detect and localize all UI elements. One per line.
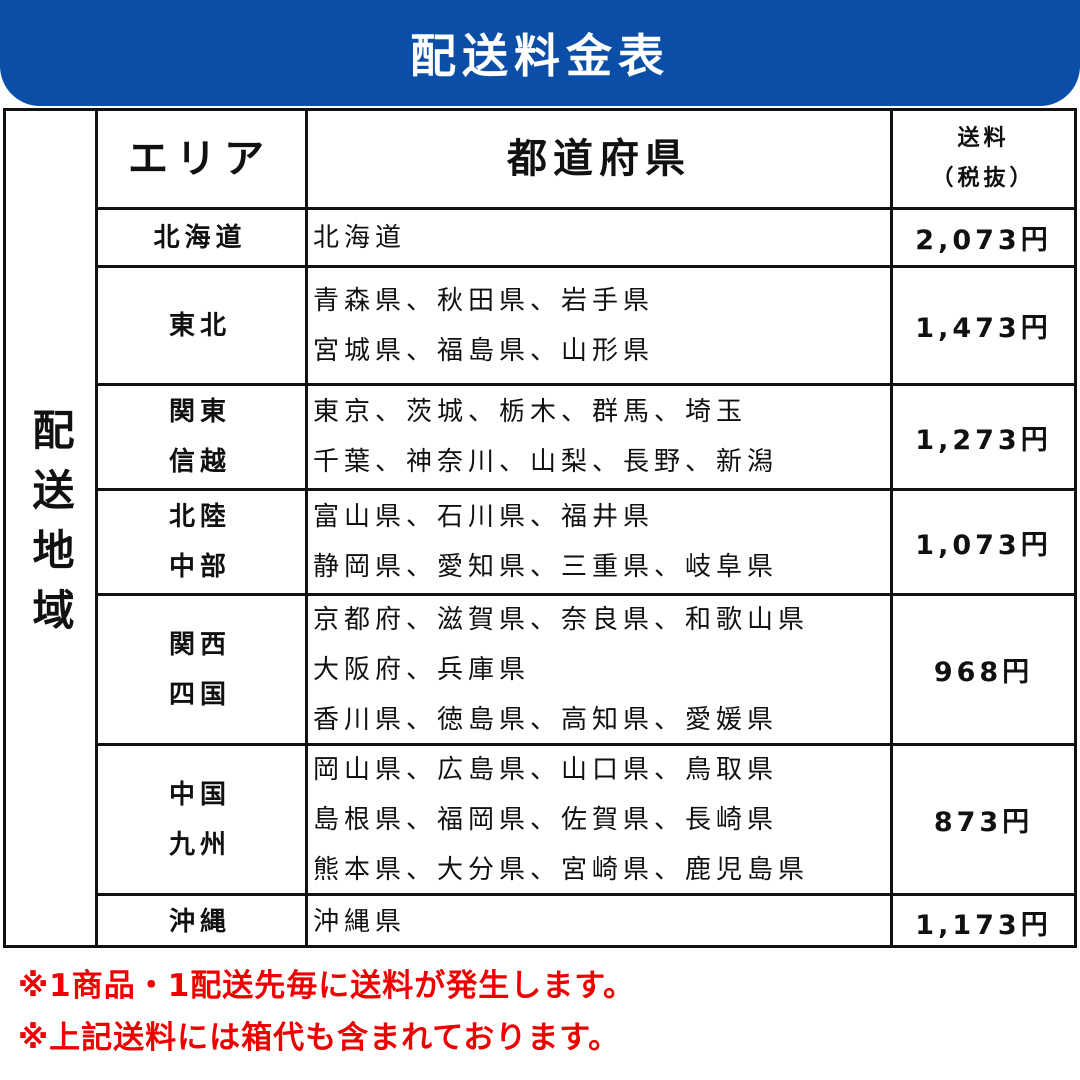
header-fee: 送料 （税抜） bbox=[893, 111, 1074, 207]
prefectures-cell: 富山県、石川県、福井県静岡県、愛知県、三重県、岐阜県 bbox=[308, 491, 893, 593]
header-fee-line1: 送料 bbox=[957, 126, 1010, 151]
prefecture-line: 沖縄県 bbox=[313, 907, 407, 937]
prefecture-line: 香川県、徳島県、高知県、愛媛県 bbox=[313, 704, 779, 735]
note-2: ※上記送料には箱代も含まれております。 bbox=[18, 1020, 621, 1056]
table-row: 東北 青森県、秋田県、岩手県 宮城県、福島県、山形県 1,473円 bbox=[95, 268, 1074, 386]
prefectures-cell: 京都府、滋賀県、奈良県、和歌山県 大阪府、兵庫県香川県、徳島県、高知県、愛媛県 bbox=[308, 596, 893, 743]
area-label: 中国 bbox=[168, 779, 231, 810]
area-cell: 東北 bbox=[95, 268, 308, 383]
area-label: 九州 bbox=[168, 829, 231, 860]
fee-cell: 1,473円 bbox=[893, 268, 1074, 383]
area-cell: 北海道 bbox=[95, 210, 308, 265]
area-label: 四国 bbox=[168, 679, 231, 710]
area-label: 北海道 bbox=[153, 222, 247, 253]
prefectures-cell: 東京、茨城、栃木、群馬、埼玉千葉、神奈川、山梨、長野、新潟 bbox=[308, 386, 893, 488]
area-cell: 中国 九州 bbox=[95, 746, 308, 893]
side-label-cell: 配送地域 bbox=[6, 111, 98, 945]
page-title: 配送料金表 bbox=[410, 29, 670, 83]
title-banner: 配送料金表 bbox=[0, 0, 1080, 106]
area-label: 関西 bbox=[168, 629, 231, 660]
header-fee-line2: （税抜） bbox=[931, 166, 1036, 191]
table-row: 北海道 北海道 2,073円 bbox=[95, 210, 1074, 268]
area-cell: 沖縄 bbox=[95, 896, 308, 948]
prefectures-cell: 北海道 bbox=[308, 210, 893, 265]
prefecture-line: 北海道 bbox=[313, 222, 407, 253]
table-row: 北陸 中部 富山県、石川県、福井県 静岡県、愛知県、三重県、岐阜県 1,073円 bbox=[95, 491, 1074, 596]
fee-cell: 1,173円 bbox=[893, 896, 1074, 948]
fee-cell: 968円 bbox=[893, 596, 1074, 743]
area-cell: 関西 四国 bbox=[95, 596, 308, 743]
fee-cell: 1,073円 bbox=[893, 491, 1074, 593]
prefecture-line: 宮城県、福島県、山形県 bbox=[313, 335, 655, 366]
prefecture-line: 千葉、神奈川、山梨、長野、新潟 bbox=[313, 447, 779, 477]
table-row: 関西 四国 京都府、滋賀県、奈良県、和歌山県 大阪府、兵庫県 香川県、徳島県、高知県、愛… bbox=[95, 596, 1074, 746]
side-label: 配送地域 bbox=[26, 408, 75, 648]
header-row: エリア 都道府県 送料 （税抜） bbox=[95, 111, 1074, 210]
fee-value: 1,173円 bbox=[915, 909, 1052, 941]
prefecture-line: 熊本県、大分県、宮崎県、鹿児島県 bbox=[313, 854, 810, 885]
fee-value: 968円 bbox=[933, 657, 1034, 688]
notes: ※1商品・1配送先毎に送料が発生します。 ※上記送料には箱代も含まれております。 bbox=[18, 960, 635, 1064]
fee-value: 1,073円 bbox=[915, 529, 1052, 561]
note-1: ※1商品・1配送先毎に送料が発生します。 bbox=[18, 968, 636, 1004]
header-prefectures: 都道府県 bbox=[308, 111, 893, 207]
area-label: 北陸 bbox=[168, 502, 231, 532]
prefectures-cell: 沖縄県 bbox=[308, 896, 893, 948]
area-cell: 北陸 中部 bbox=[95, 491, 308, 593]
shipping-fee-table: 配送地域 エリア 都道府県 送料 （税抜） 北海道 北海道 2,073円東北 青森県、… bbox=[3, 108, 1077, 948]
table-row: 中国 九州 岡山県、広島県、山口県、鳥取県 島根県、福岡県、佐賀県、長崎県 熊本県、大分… bbox=[95, 746, 1074, 896]
prefecture-line: 富山県、石川県、福井県 bbox=[313, 502, 655, 532]
fee-cell: 873円 bbox=[893, 746, 1074, 893]
area-cell: 関東 信越 bbox=[95, 386, 308, 488]
table-row: 関東 信越 東京、茨城、栃木、群馬、埼玉 千葉、神奈川、山梨、長野、新潟 1,273円 bbox=[95, 386, 1074, 491]
area-label: 中部 bbox=[168, 552, 231, 582]
table-row: 沖縄 沖縄県 1,173円 bbox=[95, 896, 1074, 948]
prefecture-line: 島根県、福岡県、佐賀県、長崎県 bbox=[313, 804, 779, 835]
fee-value: 2,073円 bbox=[915, 225, 1052, 256]
prefecture-line: 京都府、滋賀県、奈良県、和歌山県 bbox=[313, 604, 810, 635]
area-label: 関東 bbox=[168, 397, 231, 427]
area-label: 東北 bbox=[168, 310, 231, 341]
prefecture-line: 大阪府、兵庫県 bbox=[313, 654, 531, 685]
fee-value: 1,473円 bbox=[915, 313, 1052, 344]
area-label: 沖縄 bbox=[168, 907, 231, 937]
area-label: 信越 bbox=[168, 447, 231, 477]
prefectures-cell: 岡山県、広島県、山口県、鳥取県 島根県、福岡県、佐賀県、長崎県 熊本県、大分県、宮崎… bbox=[308, 746, 893, 893]
fee-value: 1,273円 bbox=[915, 424, 1052, 456]
prefecture-line: 東京、茨城、栃木、群馬、埼玉 bbox=[313, 397, 748, 427]
prefecture-line: 静岡県、愛知県、三重県、岐阜県 bbox=[313, 552, 779, 582]
fee-cell: 1,273円 bbox=[893, 386, 1074, 488]
fee-value: 873円 bbox=[933, 807, 1034, 838]
prefecture-line: 青森県、秋田県、岩手県 bbox=[313, 285, 655, 316]
prefectures-cell: 青森県、秋田県、岩手県 宮城県、福島県、山形県 bbox=[308, 268, 893, 383]
fee-cell: 2,073円 bbox=[893, 210, 1074, 265]
prefecture-line: 岡山県、広島県、山口県、鳥取県 bbox=[313, 754, 779, 785]
header-area: エリア bbox=[95, 111, 308, 207]
